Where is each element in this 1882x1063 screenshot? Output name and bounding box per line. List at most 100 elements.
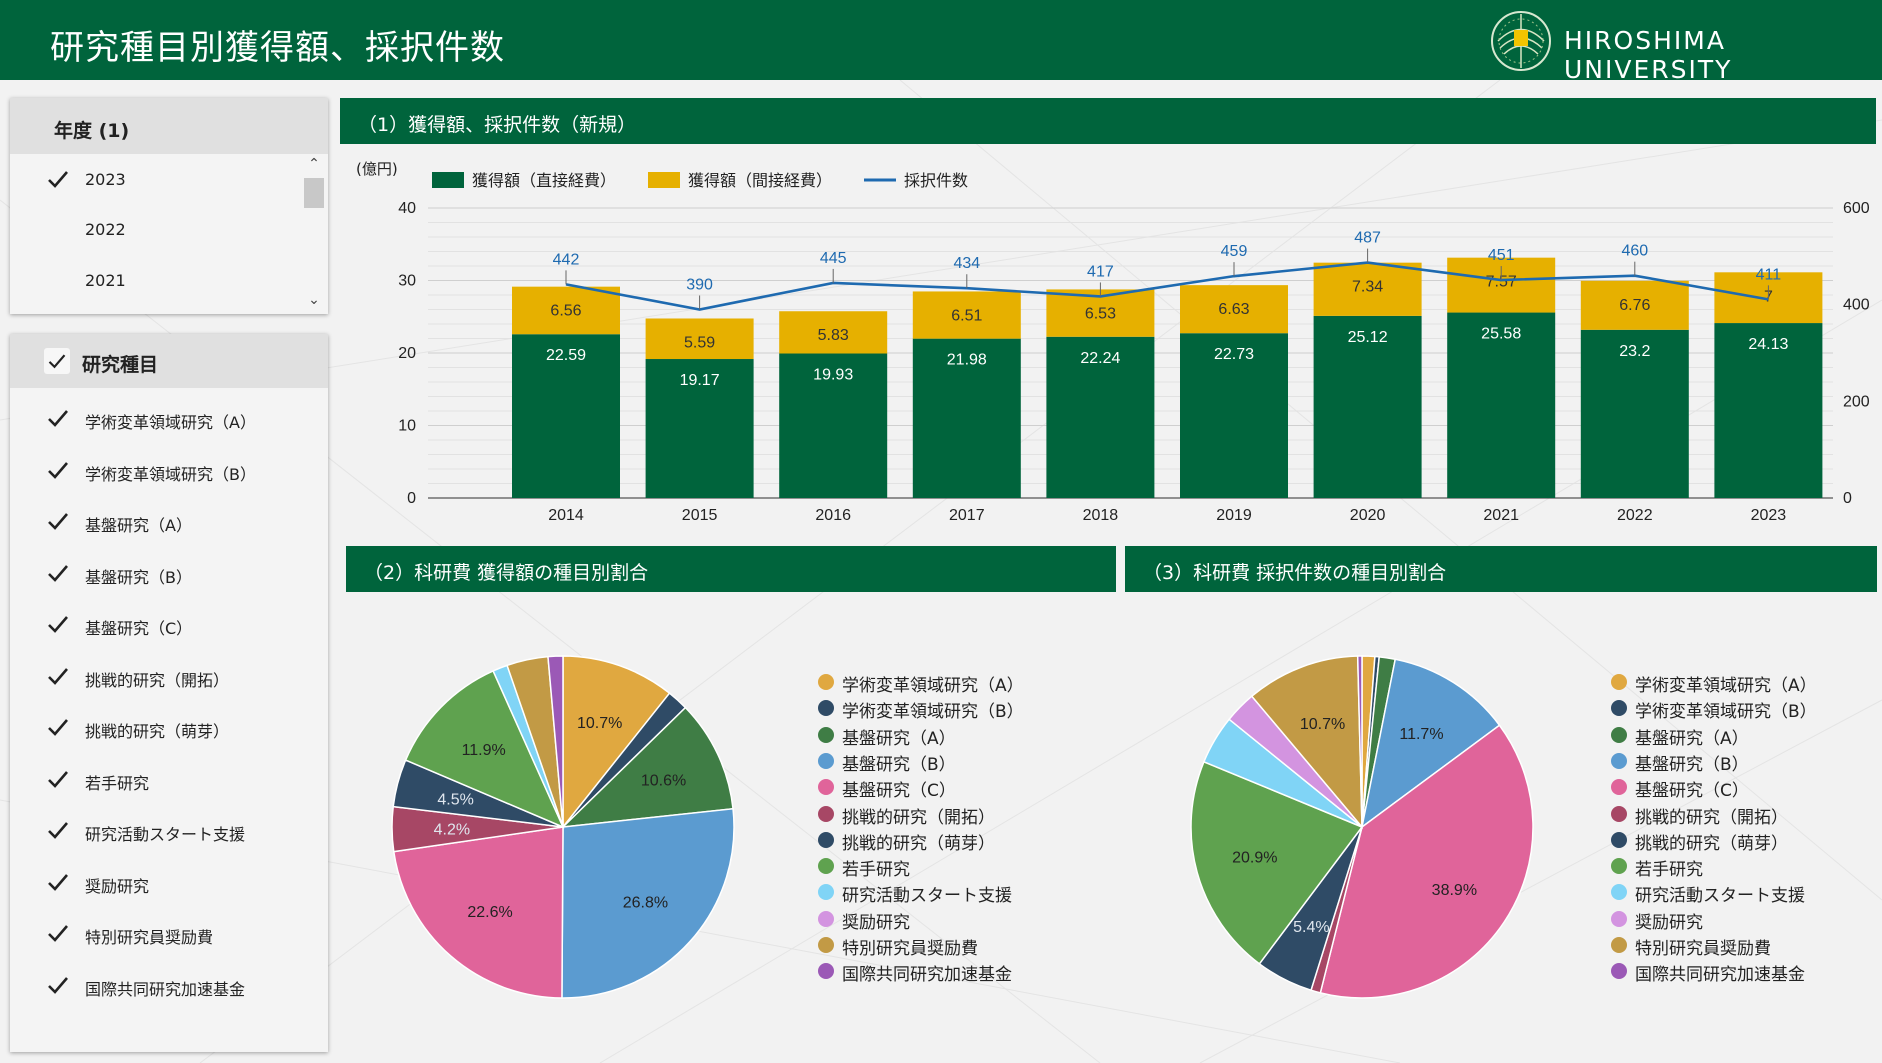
line-value-label: 417 <box>1087 263 1114 280</box>
pie-slice[interactable] <box>1360 658 1501 829</box>
pie-slice-label: 4.2% <box>434 821 470 838</box>
pie-legend-label: 学術変革領域研究（B） <box>842 702 1024 723</box>
research-type-filter-panel: 研究種目 学術変革領域研究（A） 学術変革領域研究（B） 基盤研究（A） 基盤研究（B… <box>10 334 328 1052</box>
logo-text: HIROSHIMA UNIVERSITY <box>1564 26 1733 84</box>
year-label: 2022 <box>85 220 126 239</box>
pie-slice[interactable] <box>1190 760 1364 965</box>
research-type-label: 基盤研究（A） <box>85 516 192 535</box>
research-type-option[interactable]: 若手研究 <box>10 753 310 804</box>
research-type-label: 学術変革領域研究（A） <box>85 413 256 432</box>
bar-direct-value-label: 19.17 <box>680 372 720 389</box>
pie-count: 11.7% 38.9% 5.4% 20.9% 10.7% <box>1190 655 1534 999</box>
x-tick-label: 2021 <box>1483 507 1519 524</box>
research-type-filter-header[interactable]: 研究種目 <box>10 334 328 388</box>
pie-legend-label: 若手研究 <box>1635 860 1703 881</box>
research-type-filter-title: 研究種目 <box>82 354 159 376</box>
x-tick-label: 2014 <box>548 507 584 524</box>
select-all-checkbox[interactable] <box>44 348 70 374</box>
pie-slice-label: 10.7% <box>1300 716 1345 733</box>
pie-legend-label: 研究活動スタート支援 <box>1635 886 1805 907</box>
research-type-label: 研究活動スタート支援 <box>85 825 246 844</box>
research-type-label: 学術変革領域研究（B） <box>85 464 256 484</box>
research-type-option[interactable]: 奨励研究 <box>10 856 310 907</box>
legend-dot-icon <box>818 674 834 690</box>
checkmark-icon <box>48 925 68 942</box>
year-filter-title[interactable]: 年度 (1) <box>10 98 328 154</box>
research-type-label: 基盤研究（B） <box>85 567 192 587</box>
research-type-option[interactable]: 基盤研究（C） <box>10 598 310 649</box>
research-type-option[interactable]: 学術変革領域研究（A） <box>10 392 310 443</box>
pie-slice-label: 11.9% <box>462 742 506 759</box>
legend-label-direct: 獲得額（直接経費） <box>472 171 616 190</box>
research-type-option[interactable]: 基盤研究（B） <box>10 547 310 598</box>
legend-dot-icon <box>1611 779 1627 796</box>
legend-dot-icon <box>1611 963 1627 980</box>
x-tick-label: 2016 <box>815 507 851 524</box>
bar-direct-value-label: 22.24 <box>1080 350 1120 367</box>
pie-legend-label: 基盤研究（B） <box>1635 754 1749 775</box>
bar-indirect-value-label: 6.51 <box>951 307 982 324</box>
pie-slice[interactable] <box>392 826 564 999</box>
research-type-option[interactable]: 基盤研究（A） <box>10 495 310 546</box>
pie-legend-label: 奨励研究 <box>1635 912 1703 933</box>
bar-direct <box>1447 312 1556 498</box>
y2-tick-label: 400 <box>1843 297 1870 314</box>
line-value-label: 442 <box>553 251 580 268</box>
bar-direct <box>1714 323 1823 498</box>
bar-direct-value-label: 21.98 <box>947 352 987 369</box>
pie-slice[interactable] <box>404 669 565 829</box>
y-tick-label: 40 <box>398 200 416 217</box>
x-tick-label: 2018 <box>1083 507 1119 524</box>
pie-slice-label: 22.6% <box>467 904 512 921</box>
research-type-option[interactable]: 国際共同研究加速基金 <box>10 959 310 1010</box>
checkmark-icon <box>48 770 68 788</box>
pie-slice[interactable] <box>547 655 564 828</box>
checkmark-icon <box>48 822 68 839</box>
legend-label-indirect: 獲得額（間接経費） <box>688 171 832 190</box>
x-tick-label: 2017 <box>949 507 985 524</box>
pie-slice[interactable] <box>560 706 734 828</box>
research-type-option[interactable]: 特別研究員奨励費 <box>10 907 310 958</box>
year-option-2021[interactable]: 2021 <box>10 255 300 305</box>
pie-slice[interactable] <box>561 807 735 999</box>
bar-direct <box>912 338 1021 498</box>
header-bar: 研究種目別獲得額、採択件数 HIROSHIMA UNIVERSITY <box>0 0 1882 84</box>
research-type-option[interactable]: 挑戦的研究（萌芽） <box>10 701 310 752</box>
scroll-up-icon[interactable]: ⌃ <box>308 156 320 172</box>
research-type-option[interactable]: 挑戦的研究（開拓） <box>10 650 310 701</box>
x-tick-label: 2022 <box>1617 507 1653 524</box>
pie-slice-label: 5.4% <box>1293 919 1329 936</box>
pie-amount: 10.7% 10.6% 26.8% 22.6% 4.2% 4.5% 11.9% <box>391 655 735 999</box>
bar-direct-value-label: 25.12 <box>1348 329 1388 346</box>
research-type-option[interactable]: 研究活動スタート支援 <box>10 804 310 855</box>
legend-dot-icon <box>818 831 834 848</box>
bar-indirect <box>779 311 888 354</box>
pie-legend-label: 基盤研究（C） <box>1635 781 1749 802</box>
pie-legend-label: 挑戦的研究（開拓） <box>1635 807 1788 828</box>
year-option-2022[interactable]: 2022 <box>10 204 300 254</box>
bar-indirect <box>912 291 1021 339</box>
pie-legend-label: 挑戦的研究（開拓） <box>842 807 995 828</box>
y2-tick-label: 200 <box>1843 393 1870 410</box>
pie-slice[interactable] <box>1319 724 1534 999</box>
bar-indirect-value-label: 5.83 <box>818 327 849 344</box>
year-option-2023[interactable]: 2023 <box>10 154 300 204</box>
section-2-title: （2）科研費 獲得額の種目別割合 <box>364 562 649 584</box>
pie-slice[interactable] <box>1250 655 1363 830</box>
section-3-title: （3）科研費 採択件数の種目別割合 <box>1143 562 1447 584</box>
pie-slice[interactable] <box>562 655 671 830</box>
pie-slice-label: 26.8% <box>623 895 668 912</box>
legend-dot-icon <box>1611 831 1627 848</box>
line-value-label: 445 <box>820 250 847 267</box>
pie-slice-label: 11.7% <box>1399 726 1443 743</box>
legend-dot-icon <box>818 910 834 927</box>
scrollbar-thumb[interactable] <box>304 178 324 208</box>
pie-legend-label: 基盤研究（C） <box>842 781 956 802</box>
line-series-count <box>565 261 1769 311</box>
scroll-down-icon[interactable]: ⌄ <box>308 292 320 308</box>
research-type-option[interactable]: 学術変革領域研究（B） <box>10 444 310 495</box>
legend-dot-icon <box>818 752 834 769</box>
pie-slice[interactable] <box>1356 655 1363 828</box>
pie-legend-label: 国際共同研究加速基金 <box>1635 965 1805 986</box>
